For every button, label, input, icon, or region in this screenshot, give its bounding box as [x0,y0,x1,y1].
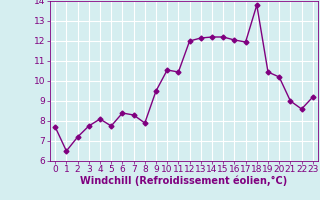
X-axis label: Windchill (Refroidissement éolien,°C): Windchill (Refroidissement éolien,°C) [80,176,288,186]
